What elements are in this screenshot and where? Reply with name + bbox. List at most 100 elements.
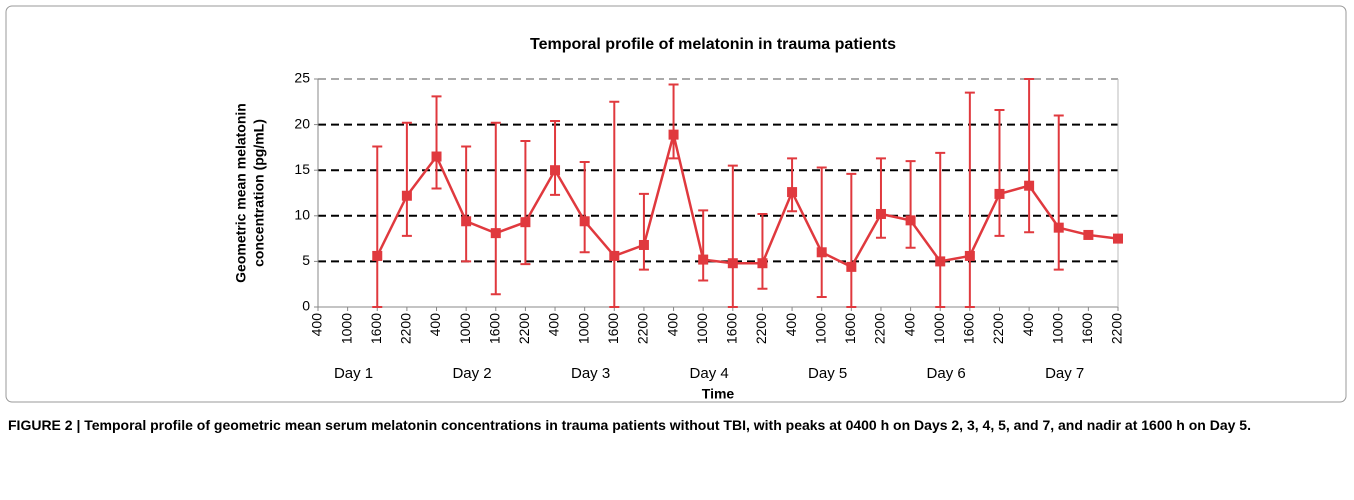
group-label: Day 4	[690, 365, 729, 382]
x-tick-label: 2200	[872, 313, 888, 344]
x-tick-label: 2200	[1109, 313, 1125, 344]
error-bar	[401, 121, 412, 237]
error-bar	[431, 95, 442, 190]
marker	[875, 208, 886, 219]
marker	[698, 254, 709, 265]
x-tick-label: 1600	[605, 313, 621, 344]
marker	[1024, 180, 1035, 191]
marker	[372, 250, 383, 261]
x-tick-label: 1600	[368, 313, 384, 344]
marker	[1083, 229, 1094, 240]
error-bar	[816, 166, 827, 298]
error-bar	[787, 157, 798, 213]
x-tick-label: 400	[1020, 313, 1036, 337]
error-bar	[846, 172, 857, 308]
error-bar	[1053, 114, 1064, 271]
marker	[757, 258, 768, 269]
x-tick-label: 1600	[1079, 313, 1095, 344]
x-tick-label: 400	[901, 313, 917, 337]
error-bar	[520, 140, 531, 266]
group-label: Day 1	[334, 365, 373, 382]
y-axis-title: Geometric mean melatonin	[233, 103, 249, 283]
error-bar	[905, 160, 916, 249]
group-label: Day 5	[808, 365, 847, 382]
chart-title: Temporal profile of melatonin in trauma …	[530, 36, 896, 53]
y-tick-label: 25	[294, 70, 310, 86]
x-tick-label: 1600	[724, 313, 740, 344]
marker	[401, 190, 412, 201]
error-bar	[1024, 78, 1035, 234]
y-axis-title: concentration (pg/mL)	[251, 119, 267, 267]
group-label: Day 2	[452, 365, 491, 382]
error-bar	[875, 157, 886, 239]
y-tick-label: 5	[302, 252, 310, 268]
marker	[638, 239, 649, 250]
y-tick-label: 15	[294, 161, 310, 177]
y-tick-label: 20	[294, 115, 310, 131]
x-tick-label: 400	[664, 313, 680, 337]
marker	[461, 216, 472, 227]
marker	[550, 165, 561, 176]
x-tick-label: 1000	[694, 313, 710, 344]
error-bar	[964, 91, 975, 308]
error-bar	[757, 212, 768, 290]
x-tick-label: 1600	[961, 313, 977, 344]
frame	[5, 5, 1347, 403]
x-tick-label: 1000	[338, 313, 354, 344]
x-tick-label: 400	[427, 313, 443, 337]
x-tick-label: 2200	[516, 313, 532, 344]
error-bar	[698, 209, 709, 282]
error-bar	[550, 119, 561, 196]
marker	[1113, 233, 1123, 244]
marker	[579, 216, 590, 227]
error-bar	[638, 192, 649, 271]
marker	[520, 217, 531, 228]
marker	[787, 187, 798, 198]
marker	[935, 256, 946, 267]
x-tick-label: 1000	[812, 313, 828, 344]
marker	[994, 188, 1005, 199]
x-tick-label: 1000	[1049, 313, 1065, 344]
group-label: Day 6	[927, 365, 966, 382]
marker	[816, 247, 827, 258]
error-bar	[935, 151, 946, 308]
marker	[905, 215, 916, 226]
marker	[727, 258, 738, 269]
x-tick-label: 2200	[635, 313, 651, 344]
error-bar	[668, 83, 679, 160]
y-tick-label: 0	[302, 298, 310, 314]
x-tick-label: 2200	[753, 313, 769, 344]
marker	[668, 129, 679, 140]
x-tick-label: 1600	[486, 313, 502, 344]
error-bar	[727, 164, 738, 308]
x-tick-label: 1000	[931, 313, 947, 344]
marker	[1053, 222, 1064, 233]
error-bar	[579, 160, 590, 254]
x-tick-label: 1600	[842, 313, 858, 344]
x-axis-title: Time	[702, 386, 735, 402]
error-bar	[372, 145, 383, 308]
group-label: Day 7	[1045, 365, 1084, 382]
group-label: Day 3	[571, 365, 610, 382]
x-tick-label: 400	[546, 313, 562, 337]
caption: FIGURE 2 | Temporal profile of geometric…	[8, 417, 1251, 433]
x-tick-label: 1000	[575, 313, 591, 344]
error-bar	[994, 109, 1005, 237]
y-tick-label: 10	[294, 207, 310, 223]
x-tick-label: 400	[783, 313, 799, 337]
chart: Temporal profile of melatonin in trauma …	[5, 5, 1347, 403]
x-tick-label: 1000	[457, 313, 473, 344]
line	[376, 134, 1119, 269]
error-bar	[461, 145, 472, 263]
marker	[609, 250, 620, 261]
marker	[490, 228, 501, 239]
marker	[431, 151, 442, 162]
x-tick-label: 400	[309, 313, 325, 337]
marker	[964, 250, 975, 261]
x-tick-label: 2200	[398, 313, 414, 344]
error-bar	[609, 100, 620, 308]
x-tick-label: 2200	[990, 313, 1006, 344]
marker	[846, 261, 857, 272]
error-bar	[490, 121, 501, 296]
